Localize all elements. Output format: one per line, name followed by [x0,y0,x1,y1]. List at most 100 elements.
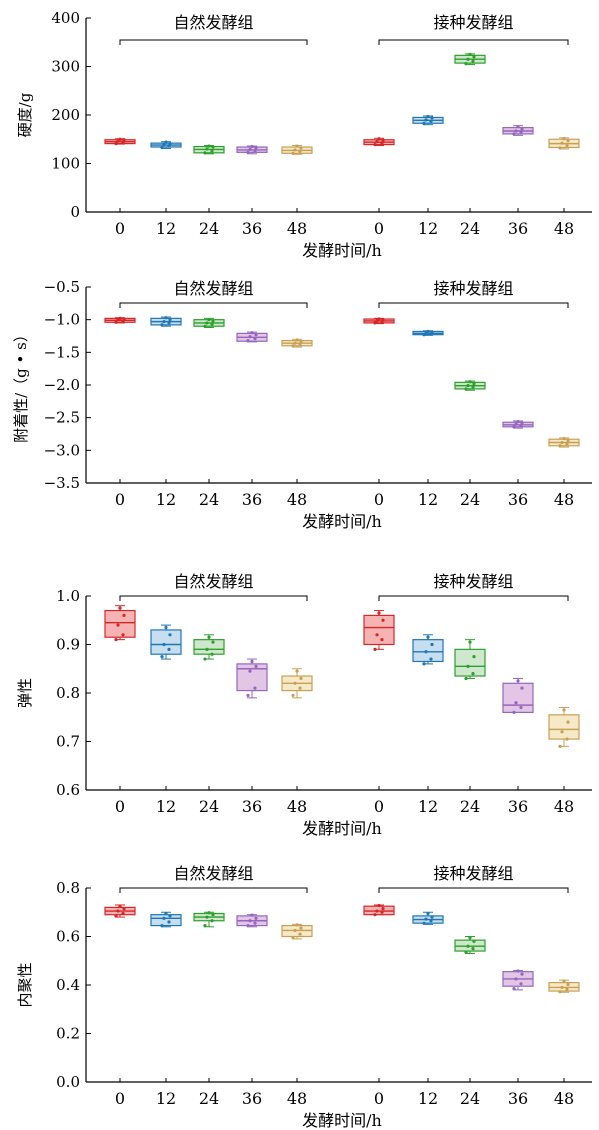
box-inoculated-12h [412,329,444,337]
data-point [205,915,209,919]
data-point [566,720,570,724]
data-point [426,911,430,916]
box-iqr [150,914,182,927]
x-tick-label: 24 [460,1089,480,1108]
group-bracket [378,887,569,893]
data-point [514,701,518,705]
data-point [160,923,164,928]
data-point [122,138,126,142]
x-tick-label: 36 [242,797,262,816]
data-point [248,919,252,923]
data-point [253,921,257,925]
data-point [373,321,377,325]
data-point [116,139,120,143]
data-point [164,140,168,144]
data-point [211,145,215,149]
y-tick-label: 0.7 [56,733,80,751]
data-point [429,919,433,923]
data-point [426,635,430,639]
box-inoculated-36h [502,419,534,429]
box-natural-24h [193,317,225,329]
data-point [291,151,295,155]
box-iqr [104,609,136,638]
data-point [160,323,164,327]
data-point [560,985,564,990]
box-iqr [193,639,225,655]
group-bracket [119,39,308,45]
data-point [377,137,381,141]
box-inoculated-0h [363,317,395,325]
y-tick-label: −1.5 [44,343,80,361]
data-point [562,137,566,141]
box-natural-48h [281,144,313,155]
data-point [464,387,468,391]
data-point [471,672,475,676]
y-tick-label: 0 [70,203,80,221]
data-point [114,638,118,642]
data-point [167,920,171,924]
data-point [520,127,524,131]
box-natural-0h [104,904,136,918]
data-point [375,140,379,144]
group-label: 接种发酵组 [433,864,513,883]
data-point [514,422,518,426]
box-inoculated-24h [454,52,486,66]
data-point [298,932,302,936]
box-inoculated-24h [454,380,486,391]
data-point [468,936,472,940]
box-inoculated-24h [454,639,486,681]
x-tick-label: 0 [115,797,125,816]
data-point [375,909,379,913]
data-point [121,140,125,144]
box-iqr [236,663,268,692]
data-point [373,142,377,147]
data-point [298,149,302,153]
data-point [298,342,302,347]
box-inoculated-36h [502,969,534,991]
data-point [560,141,564,145]
box-natural-24h [193,634,225,661]
data-point [565,987,569,991]
data-point [464,61,468,66]
box-inoculated-48h [548,436,580,448]
data-point [464,950,468,954]
data-point [472,939,476,943]
data-point [118,137,122,141]
y-tick-label: −3.5 [44,474,80,492]
data-point [295,923,299,927]
data-point [299,146,303,150]
x-tick-label: 0 [115,490,125,509]
data-point [519,423,523,428]
box-natural-24h [193,144,225,155]
data-point [562,979,566,983]
group-bracket [119,302,308,308]
data-point [516,125,520,129]
data-point [250,144,254,149]
x-tick-label: 24 [199,490,219,509]
data-point [381,318,385,322]
data-point [381,618,385,622]
y-tick-label: −2.5 [44,409,80,427]
data-point [512,425,516,429]
data-point [210,149,214,153]
data-point [291,693,295,698]
group-label: 接种发酵组 [433,279,513,298]
data-point [377,317,381,321]
x-tick-label: 48 [554,490,574,509]
y-tick-label: 200 [51,106,80,124]
data-point [422,921,426,925]
x-tick-label: 0 [374,1089,384,1108]
y-tick-label: −2.0 [44,376,80,394]
box-natural-12h [150,140,182,150]
box-inoculated-48h [548,137,580,150]
group-label: 自然发酵组 [173,864,253,883]
data-point [203,923,207,928]
box-inoculated-48h [548,979,580,994]
box-natural-36h [236,658,268,699]
data-point [471,59,475,63]
x-axis-label: 发酵时间/h [302,819,382,838]
data-point [466,57,470,61]
data-point [380,141,384,145]
data-point [168,633,172,637]
